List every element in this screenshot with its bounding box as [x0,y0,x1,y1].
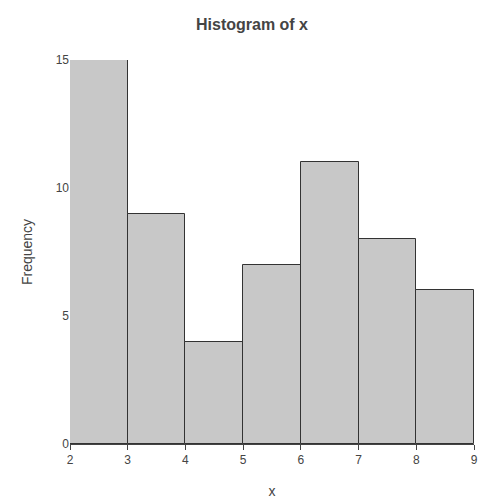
svg-text:6: 6 [298,453,305,467]
svg-text:Histogram of x: Histogram of x [196,16,308,33]
svg-text:9: 9 [471,453,478,467]
svg-text:4: 4 [182,453,189,467]
svg-text:5: 5 [240,453,247,467]
svg-text:5: 5 [62,309,69,323]
svg-text:2: 2 [67,453,74,467]
svg-text:x: x [269,483,276,499]
svg-text:10: 10 [56,181,70,195]
svg-text:0: 0 [62,437,69,451]
svg-text:3: 3 [124,453,131,467]
svg-text:7: 7 [355,453,362,467]
svg-text:15: 15 [56,53,70,67]
svg-text:Frequency: Frequency [19,219,35,285]
svg-text:8: 8 [413,453,420,467]
